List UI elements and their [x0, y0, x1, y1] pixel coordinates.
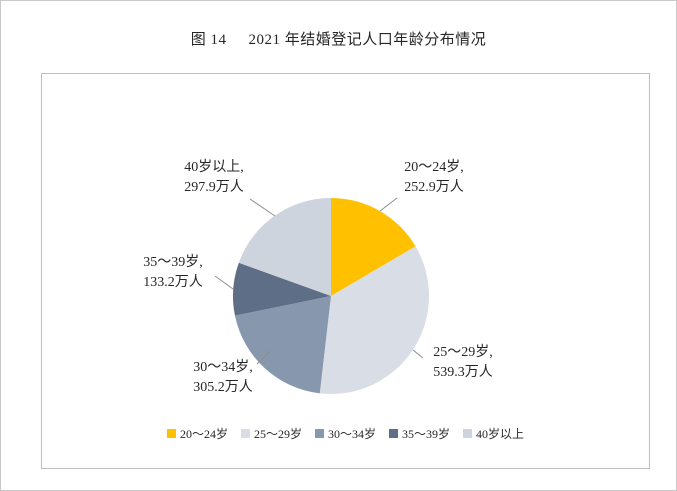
- figure-title: 2021 年结婚登记人口年龄分布情况: [248, 32, 487, 48]
- legend-label: 20～24岁: [179, 427, 228, 441]
- pie-slice-3: [233, 262, 331, 316]
- pie-slice-0: [331, 198, 416, 296]
- legend-swatch-icon: [240, 429, 250, 438]
- legend-swatch-icon: [166, 429, 176, 438]
- figure-caption: 图 14 2021 年结婚登记人口年龄分布情况: [1, 28, 676, 49]
- legend-swatch-icon: [463, 429, 473, 438]
- pie-slice-4: [238, 198, 331, 296]
- leader-line-2: [256, 350, 271, 365]
- leader-line-0: [379, 197, 398, 212]
- chart-legend: 20～24岁 25～29岁 30～34岁 35～39岁 40岁以上: [42, 425, 649, 442]
- legend-item-3: 35～39岁: [389, 425, 450, 442]
- legend-item-4: 40岁以上: [463, 425, 524, 442]
- leader-line-3: [214, 275, 234, 290]
- leader-line-1: [412, 349, 424, 359]
- legend-swatch-icon: [314, 429, 324, 438]
- legend-label: 25～29岁: [253, 427, 302, 441]
- legend-label: 30～34岁: [327, 427, 376, 441]
- figure-number: 图 14: [190, 32, 227, 48]
- legend-item-2: 30～34岁: [314, 425, 376, 442]
- data-label-4: 40岁以上, 297.9万人: [184, 160, 244, 195]
- legend-item-0: 20～24岁: [166, 425, 228, 442]
- legend-label: 35～39岁: [402, 427, 451, 441]
- legend-label: 40岁以上: [476, 427, 525, 441]
- data-label-2: 30～34岁, 305.2万人: [193, 360, 253, 395]
- data-label-0: 20～24岁, 252.9万人: [404, 160, 464, 195]
- pie-slice-1: [319, 246, 429, 394]
- legend-item-1: 25～29岁: [240, 425, 302, 442]
- data-label-1: 25～29岁, 539.3万人: [433, 345, 493, 380]
- pie-chart: [214, 197, 429, 394]
- leader-line-4: [249, 198, 276, 217]
- pie-slice-2: [234, 296, 331, 394]
- legend-swatch-icon: [389, 429, 398, 438]
- data-label-3: 35～39岁, 133.2万人: [143, 255, 203, 290]
- chart-container: 20～24岁, 252.9万人 25～29岁, 539.3万人 30～34岁, 305.2…: [41, 73, 650, 469]
